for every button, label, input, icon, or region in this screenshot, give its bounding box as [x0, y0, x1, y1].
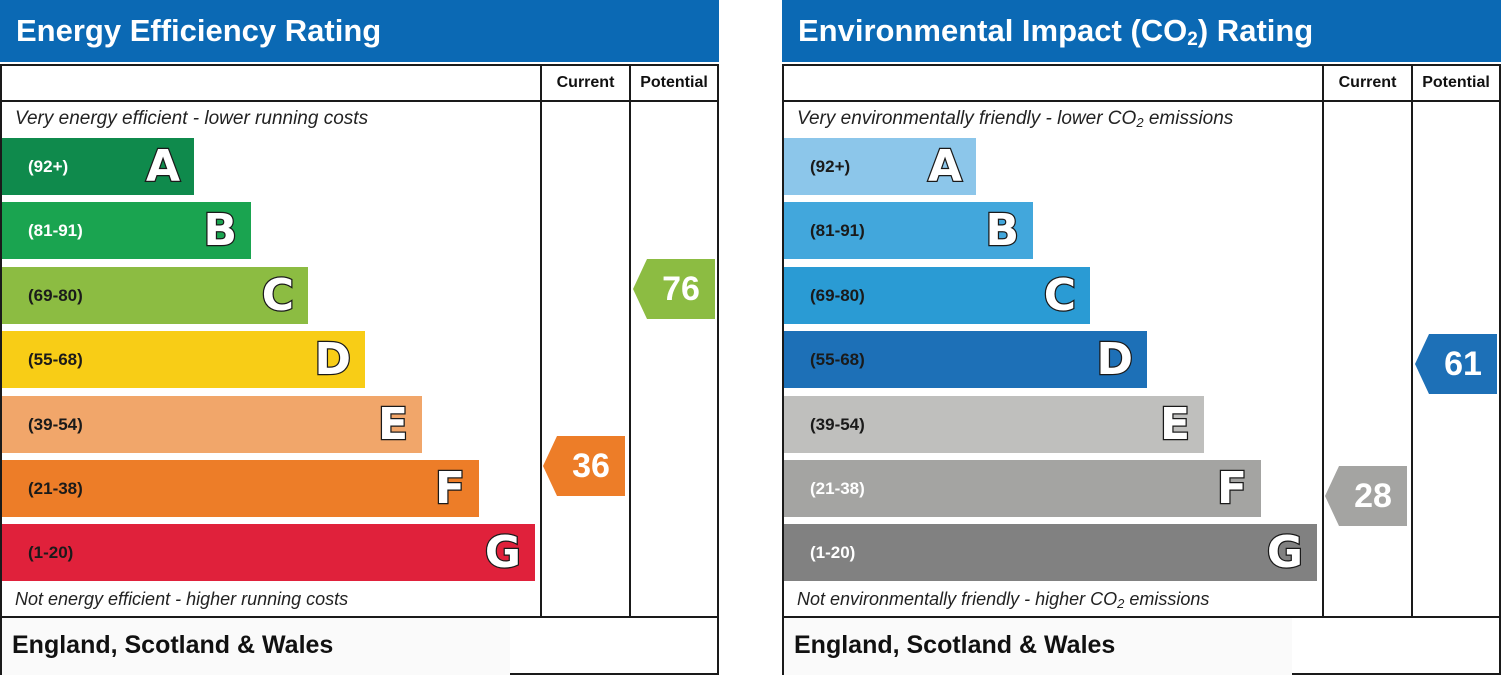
current-rating-arrow: 28: [1325, 466, 1407, 527]
rating-band-d: (55-68) D: [2, 331, 365, 389]
band-letter: G: [484, 526, 523, 580]
potential-rating-arrow: 76: [633, 258, 715, 319]
band-range-label: (55-68): [810, 350, 865, 370]
band-range-label: (81-91): [28, 221, 83, 241]
rating-band-d: (55-68) D: [784, 331, 1147, 389]
potential-rating-value: 61: [1444, 345, 1482, 384]
band-letter: C: [260, 269, 295, 323]
rating-band-g: (1-20) G: [784, 524, 1317, 582]
potential-column-header: Potential: [1422, 74, 1490, 91]
current-column-header: Current: [1338, 74, 1397, 91]
band-letter: D: [313, 333, 352, 387]
band-letter: A: [927, 140, 964, 194]
band-letter: G: [1266, 526, 1305, 580]
band-range-label: (1-20): [810, 543, 856, 563]
band-range-label: (39-54): [810, 414, 865, 434]
band-range-label: (92+): [28, 157, 69, 176]
band-range-label: (21-38): [810, 479, 865, 498]
potential-column-header: Potential: [640, 74, 708, 91]
band-range-label: (21-38): [28, 479, 83, 498]
band-letter: E: [1159, 397, 1192, 451]
rating-band-a: (92+) A: [2, 138, 194, 195]
potential-rating-arrow: 61: [1415, 334, 1497, 395]
rating-band-f: (21-38) F: [784, 460, 1261, 517]
band-range-label: (55-68): [28, 350, 83, 370]
band-letter: B: [202, 204, 238, 258]
band-letter: E: [377, 397, 410, 451]
current-rating-arrow: 36: [543, 435, 625, 496]
band-range-label: (81-91): [810, 221, 865, 241]
potential-rating-value: 76: [662, 269, 700, 308]
energy-efficiency-panel: Energy Efficiency Rating Current Potenti…: [0, 0, 719, 675]
panel-title: Energy Efficiency Rating: [0, 0, 719, 62]
environmental-impact-panel: Environmental Impact (CO2) Rating Curren…: [782, 0, 1501, 675]
rating-band-a: (92+) A: [784, 138, 976, 195]
band-letter: B: [984, 204, 1020, 258]
bottom-note: Not energy efficient - higher running co…: [15, 589, 349, 609]
current-column-header: Current: [556, 74, 615, 91]
band-letter: A: [145, 140, 182, 194]
top-note: Very energy efficient - lower running co…: [15, 108, 369, 129]
band-range-label: (69-80): [28, 285, 83, 305]
band-letter: F: [1216, 462, 1249, 516]
rating-band-f: (21-38) F: [2, 460, 479, 517]
footer-region: England, Scotland & Wales: [794, 631, 1116, 659]
rating-band-e: (39-54) E: [784, 395, 1204, 453]
band-letter: F: [434, 462, 467, 516]
rating-band-c: (69-80) C: [2, 266, 308, 324]
bottom-note: Not environmentally friendly - higher CO…: [797, 589, 1210, 611]
rating-band-b: (81-91) B: [784, 202, 1033, 260]
rating-band-b: (81-91) B: [2, 202, 251, 260]
band-range-label: (1-20): [28, 543, 74, 563]
current-rating-value: 28: [1354, 477, 1392, 516]
footer-region: England, Scotland & Wales: [12, 631, 334, 659]
rating-band-c: (69-80) C: [784, 266, 1090, 324]
panel-title: Environmental Impact (CO2) Rating: [782, 0, 1501, 62]
band-range-label: (92+): [810, 157, 851, 176]
band-range-label: (39-54): [28, 414, 83, 434]
band-letter: C: [1042, 269, 1077, 323]
rating-band-e: (39-54) E: [2, 395, 422, 453]
rating-band-g: (1-20) G: [2, 524, 535, 582]
top-note: Very environmentally friendly - lower CO…: [797, 108, 1234, 130]
band-range-label: (69-80): [810, 285, 865, 305]
current-rating-value: 36: [572, 446, 610, 485]
band-letter: D: [1095, 333, 1134, 387]
